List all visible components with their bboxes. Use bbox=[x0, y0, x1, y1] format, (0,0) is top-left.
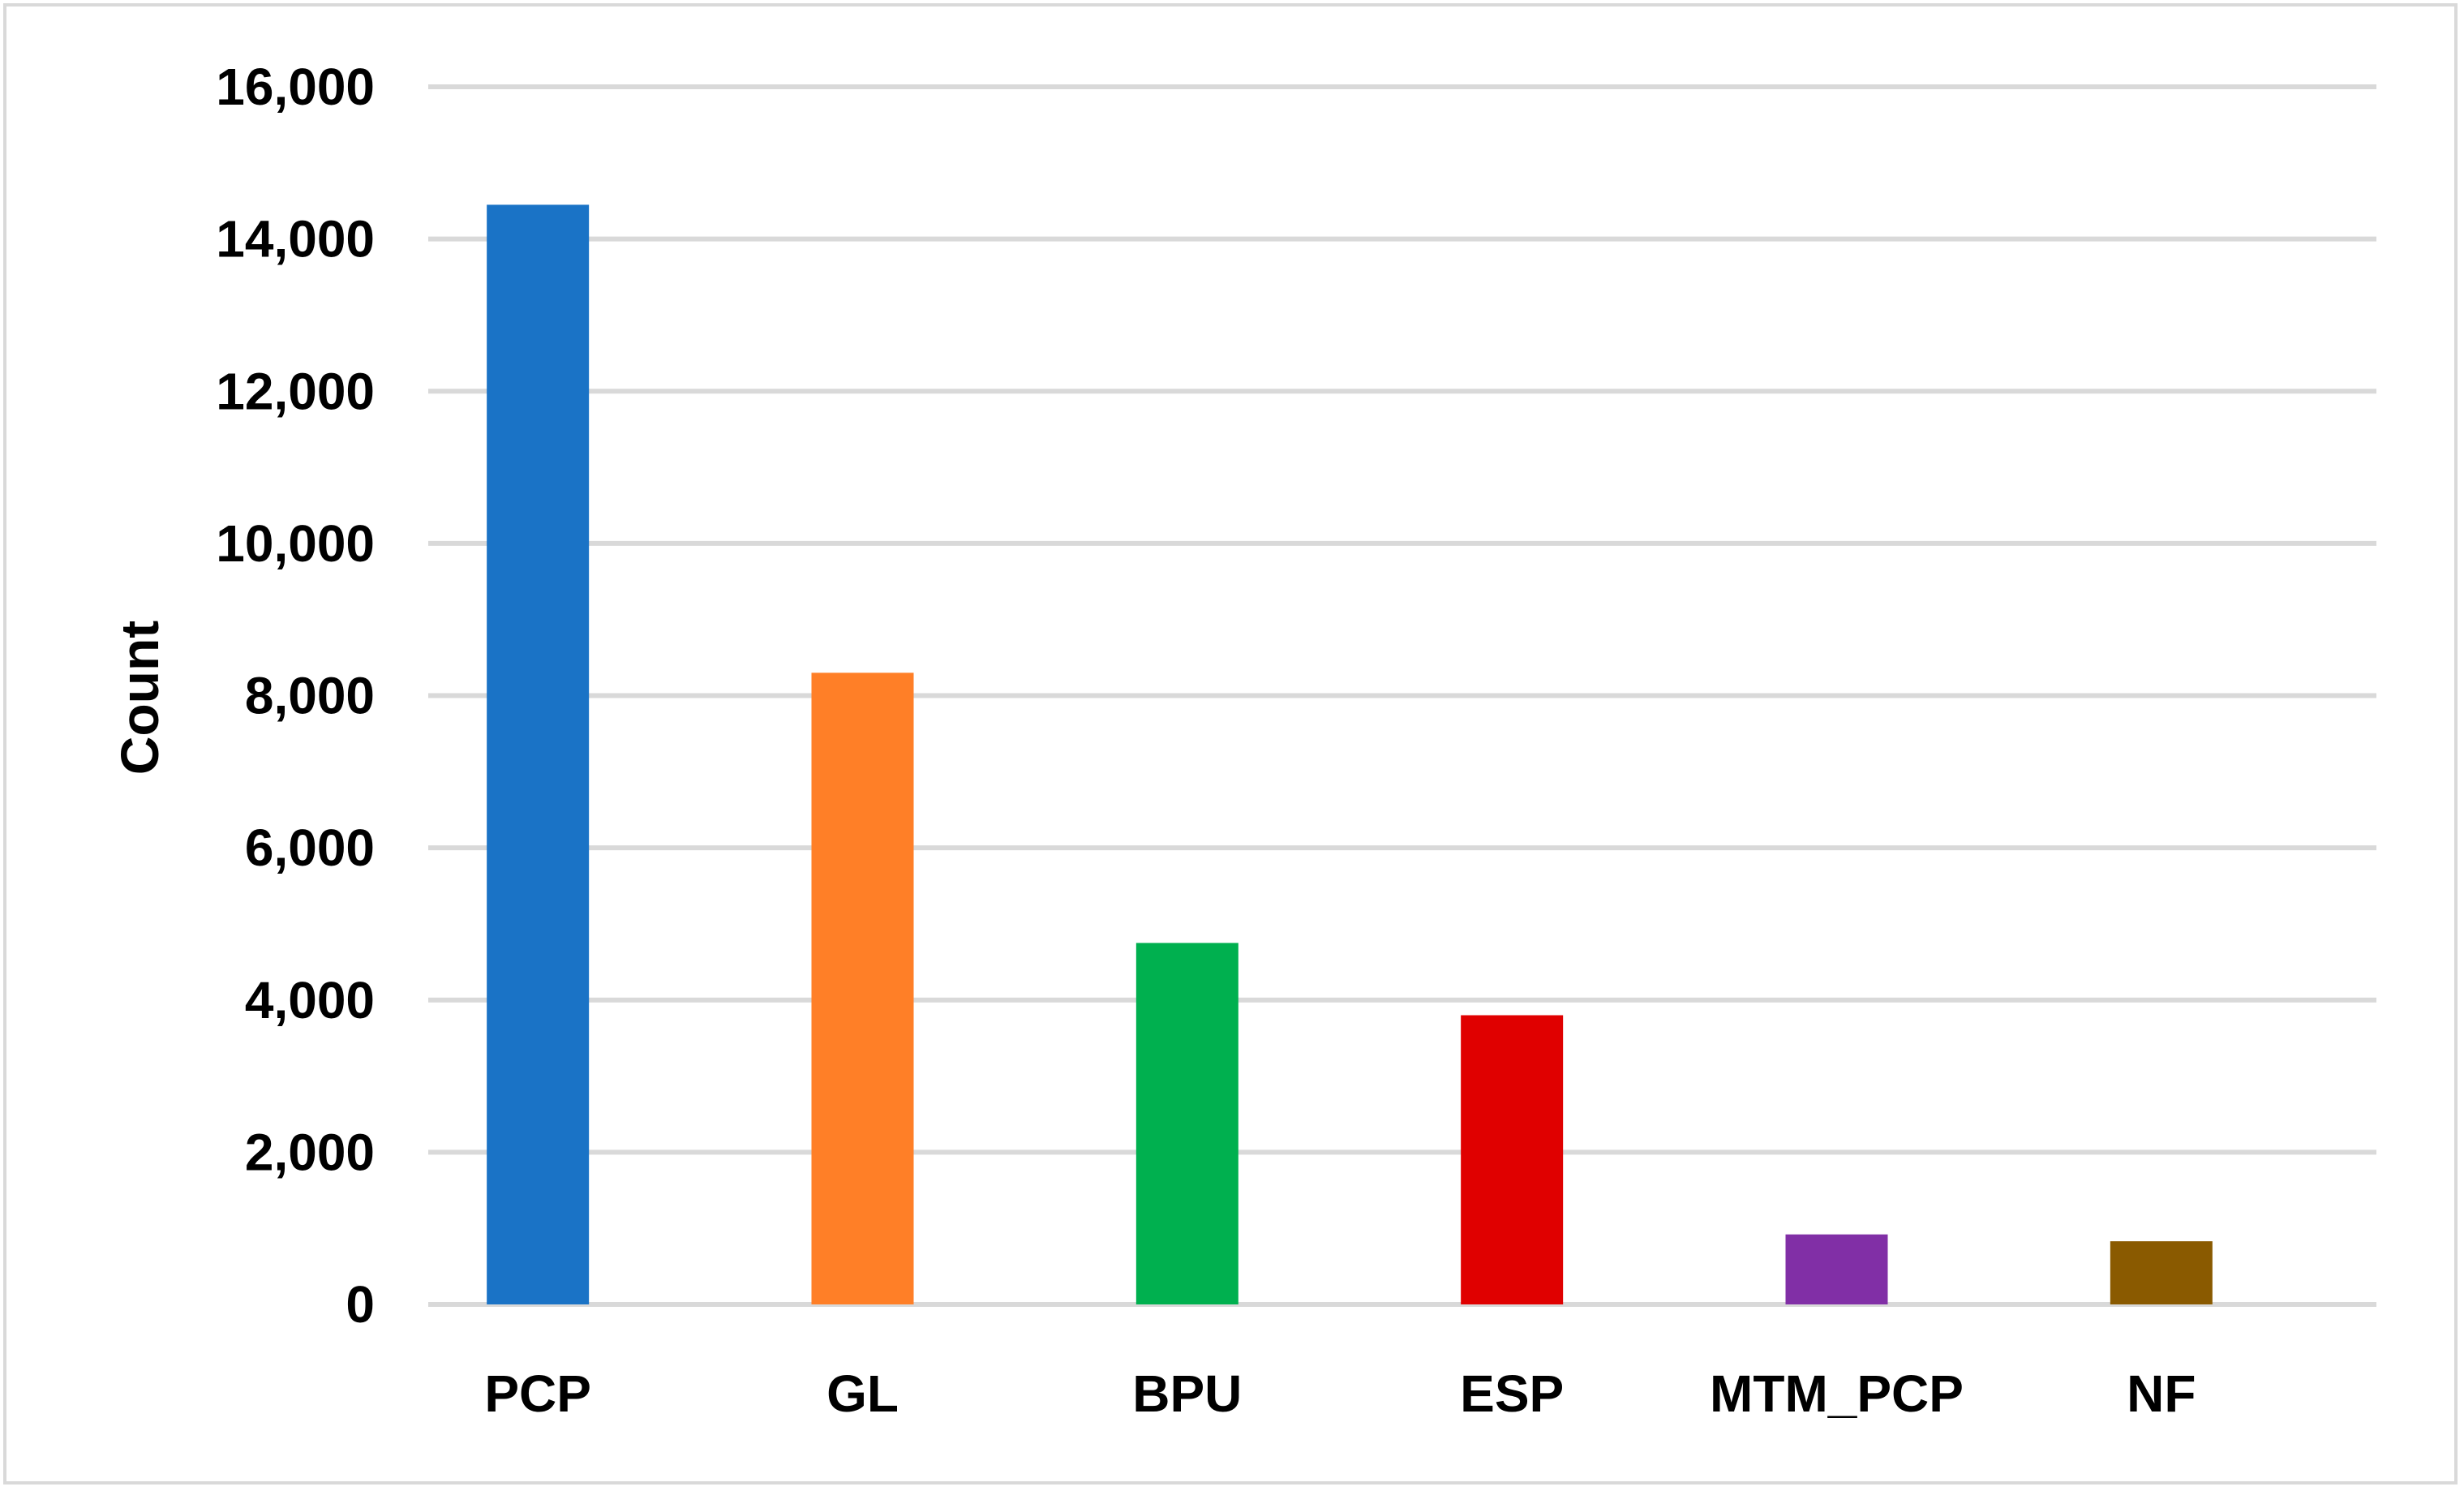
y-tick-label: 12,000 bbox=[216, 362, 375, 420]
bar-nf bbox=[2110, 1241, 2213, 1304]
y-axis-title: Count bbox=[109, 621, 170, 776]
x-tick-label: GL bbox=[826, 1364, 899, 1423]
x-tick-label: BPU bbox=[1132, 1364, 1242, 1423]
x-tick-label: NF bbox=[2127, 1364, 2196, 1423]
y-tick-label: 16,000 bbox=[216, 58, 375, 116]
y-tick-label: 6,000 bbox=[245, 819, 375, 877]
y-tick-label: 4,000 bbox=[245, 971, 375, 1029]
gridlines bbox=[428, 84, 2376, 1307]
x-tick-labels: PCP GL BPU ESP MTM_PCP NF bbox=[484, 1364, 2196, 1423]
bar-gl bbox=[811, 672, 914, 1304]
bar-bpu bbox=[1135, 943, 1238, 1304]
y-tick-label: 10,000 bbox=[216, 514, 375, 573]
bars bbox=[487, 204, 2213, 1304]
x-tick-label: PCP bbox=[484, 1364, 591, 1423]
y-tick-label: 8,000 bbox=[245, 667, 375, 725]
bar-esp bbox=[1461, 1015, 1564, 1304]
y-tick-label: 0 bbox=[346, 1275, 375, 1334]
bar-pcp bbox=[487, 204, 590, 1304]
y-tick-label: 14,000 bbox=[216, 210, 375, 269]
y-tick-labels: 0 2,000 4,000 6,000 8,000 10,000 12,000 14,000 1… bbox=[216, 58, 375, 1334]
x-tick-label: ESP bbox=[1460, 1364, 1564, 1423]
y-tick-label: 2,000 bbox=[245, 1123, 375, 1181]
bar-mtm-pcp bbox=[1785, 1234, 1888, 1304]
x-tick-label: MTM_PCP bbox=[1710, 1364, 1964, 1423]
